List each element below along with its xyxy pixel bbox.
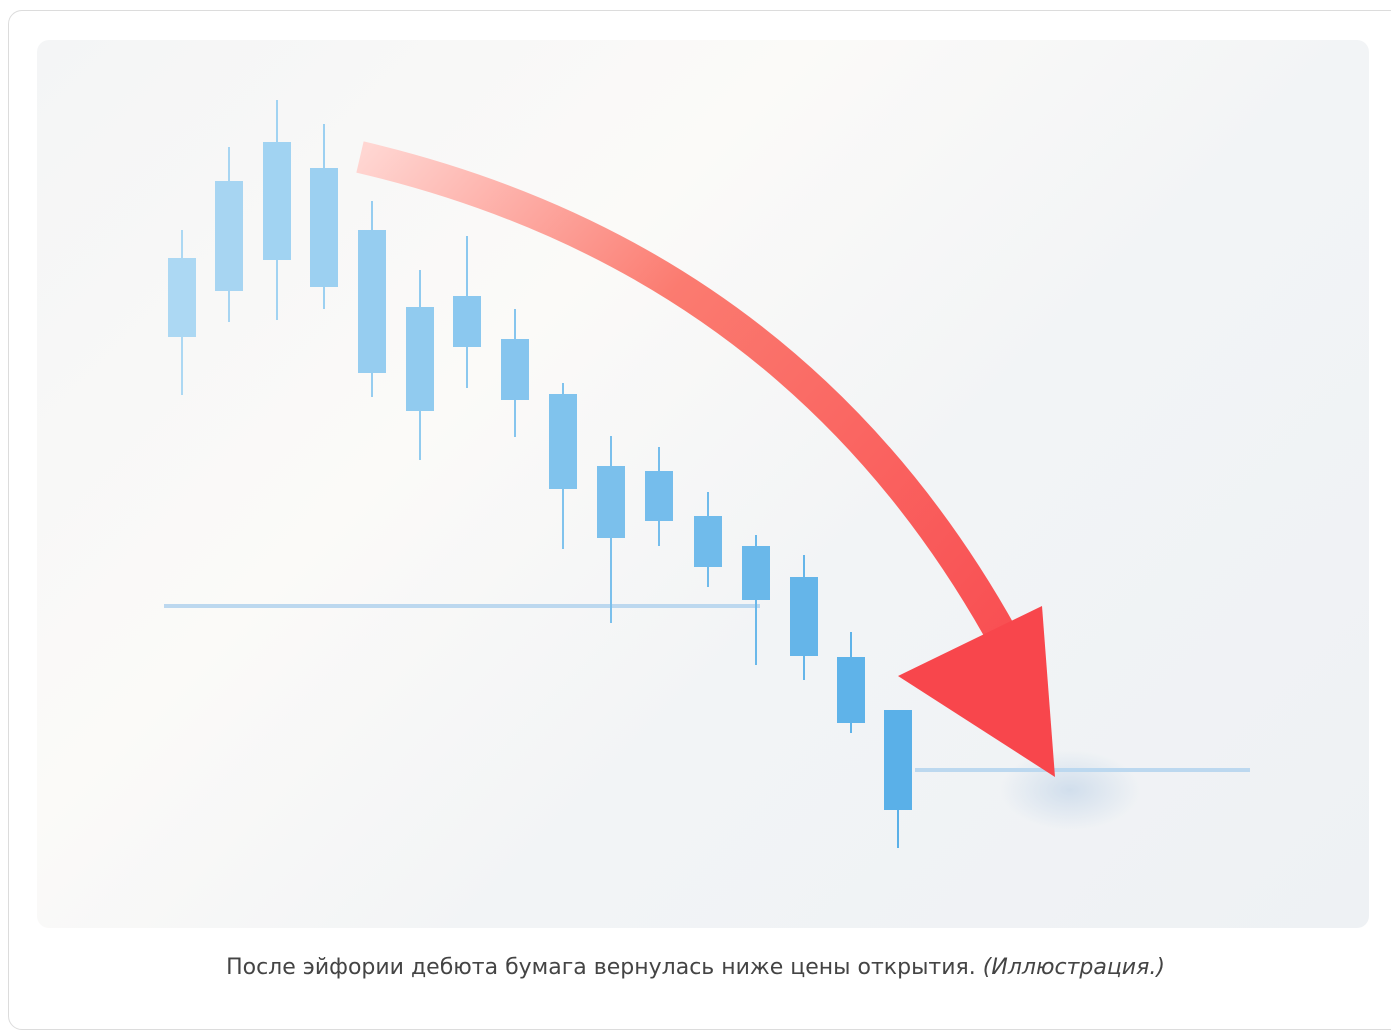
candle-body [694, 516, 722, 567]
caption-note: (Иллюстрация.) [982, 955, 1165, 980]
candle-body [215, 181, 243, 291]
candle-body [597, 466, 625, 538]
illustration [37, 40, 1369, 928]
candle-body [645, 471, 673, 521]
arrow-shaft [356, 141, 1025, 658]
candle-body [263, 142, 291, 260]
candle-body [837, 657, 865, 723]
arrow-head [898, 606, 1055, 777]
candle-body [549, 394, 577, 489]
candle-body [453, 296, 481, 347]
candle-body [884, 710, 912, 810]
candle-body [742, 546, 770, 600]
caption-text: После эйфории дебюта бумага вернулась ни… [226, 955, 976, 980]
candle-body [310, 168, 338, 287]
candle-body [358, 230, 386, 373]
candle-body [790, 577, 818, 656]
candle-body [168, 258, 196, 337]
illustration-svg [164, 100, 1250, 848]
shadow [1000, 750, 1140, 830]
candle-body [406, 307, 434, 411]
candles [168, 100, 912, 848]
caption: После эйфории дебюта бумага вернулась ни… [0, 955, 1391, 980]
candle-body [501, 339, 529, 400]
